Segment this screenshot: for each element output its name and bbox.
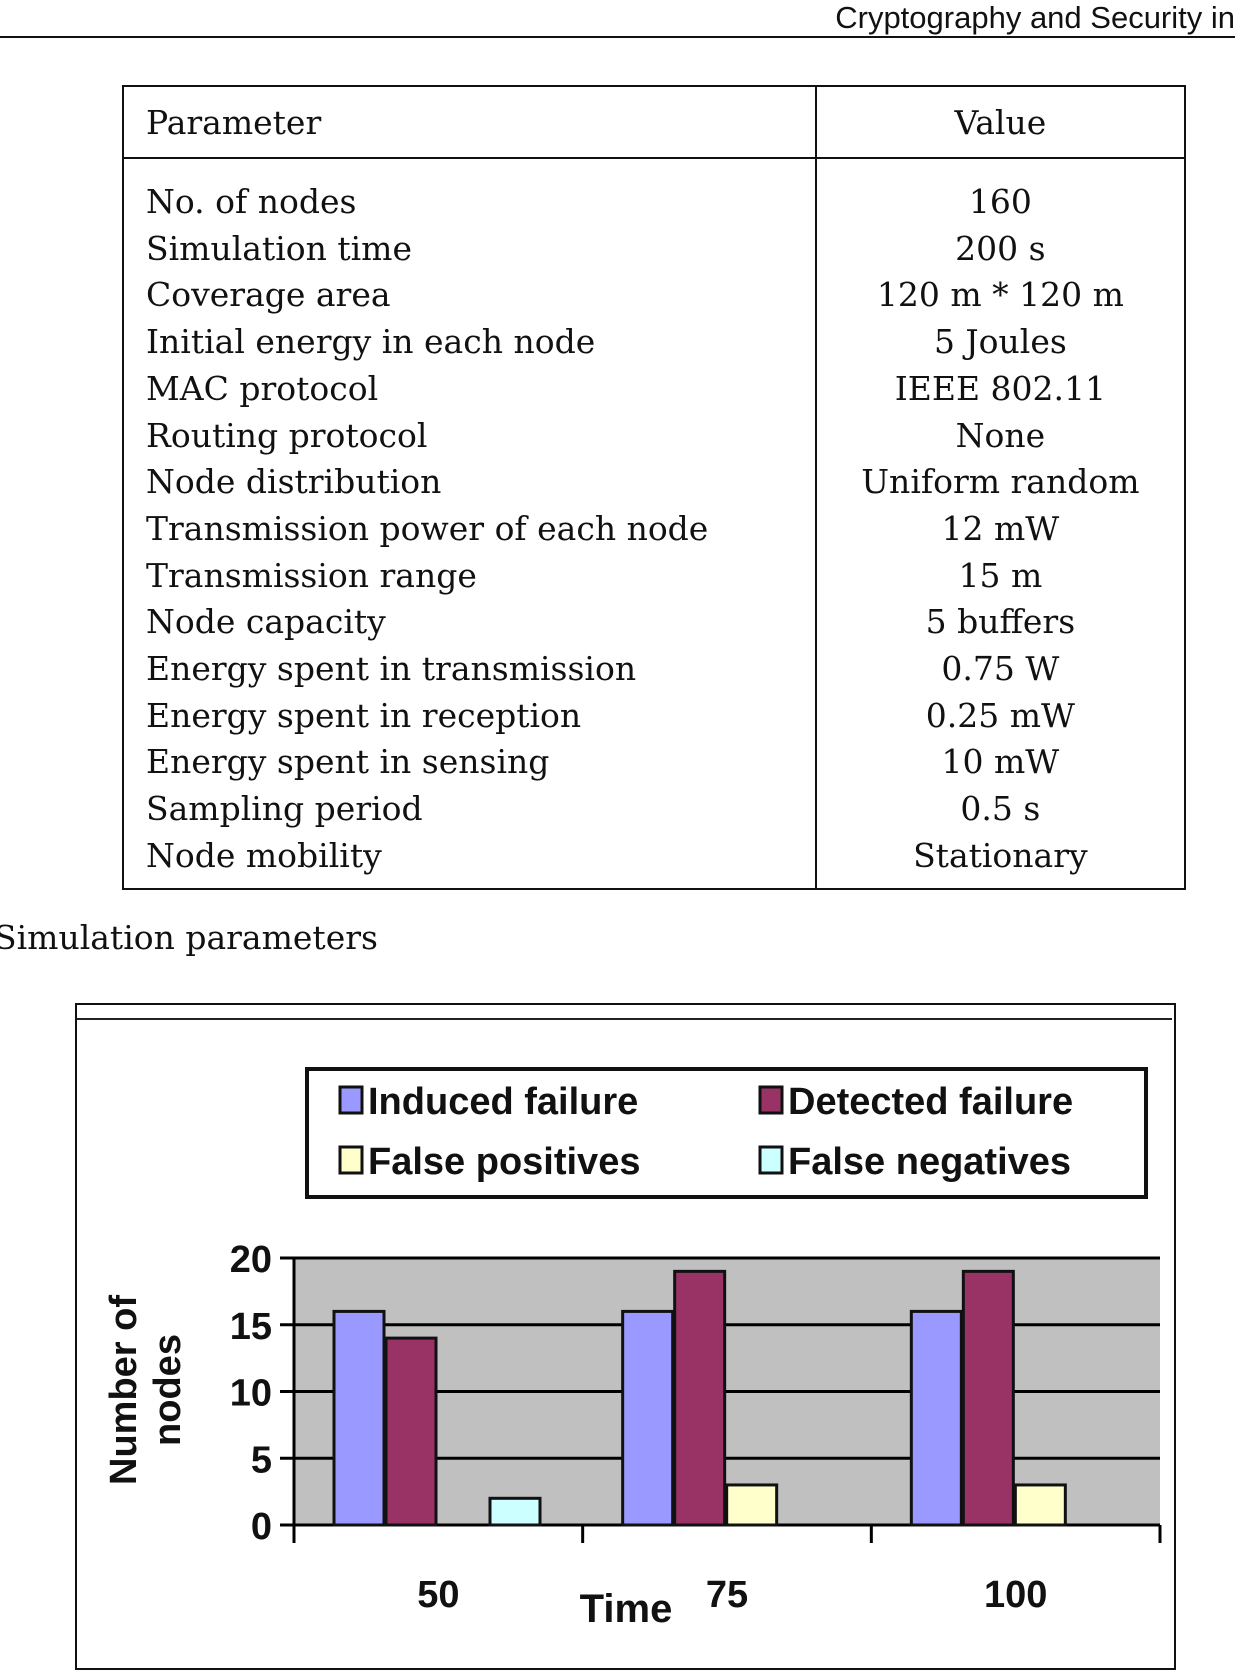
simulation-parameters-table: Parameter Value No. of nodes 160 Simulatio… (122, 85, 1187, 890)
parameter-cell: Initial energy in each node (122, 319, 817, 366)
table-row: Energy spent in reception 0.25 mW (122, 692, 1187, 740)
bar-induced-failure (621, 1309, 675, 1527)
x-tick-label: 100 (984, 1574, 1047, 1616)
parameter-cell: No. of nodes (122, 158, 817, 226)
chart-frame (75, 1003, 1176, 1670)
legend-label: False negatives (788, 1141, 1071, 1183)
bar-false-positives (725, 1483, 779, 1527)
y-axis-title-line2: nodes (147, 1334, 189, 1446)
parameter-cell: Transmission power of each node (122, 505, 817, 553)
bar-detected-failure (673, 1269, 727, 1527)
bar-detected-failure (961, 1269, 1015, 1527)
legend-label: Detected failure (788, 1081, 1073, 1123)
legend-label: False positives (368, 1141, 640, 1183)
table-caption: Simulation parameters (0, 918, 378, 957)
table-row: Node capacity 5 buffers (122, 599, 1187, 647)
bar-induced-failure (332, 1309, 386, 1527)
value-cell: None (814, 412, 1187, 460)
bar-false-positives (1013, 1483, 1067, 1527)
header-rule (0, 36, 1235, 38)
bar-false-negatives (488, 1496, 542, 1527)
table-row: Transmission power of each node 12 mW (122, 505, 1187, 553)
parameter-cell: Transmission range (122, 552, 817, 600)
y-tick-label: 0 (251, 1506, 272, 1548)
y-tick-label: 10 (230, 1373, 272, 1415)
value-cell: 12 mW (814, 505, 1187, 553)
bar-detected-failure (384, 1336, 438, 1527)
value-cell: Uniform random (814, 459, 1187, 506)
parameter-cell: Energy spent in reception (122, 692, 817, 740)
table-row: Simulation time 200 s (122, 225, 1187, 273)
parameter-cell: Node distribution (122, 459, 817, 506)
table-row: Routing protocol None (122, 412, 1187, 460)
legend-swatch (338, 1145, 364, 1175)
value-cell: 200 s (814, 225, 1187, 273)
table-row: Energy spent in sensing 10 mW (122, 739, 1187, 787)
column-header-value: Value (814, 85, 1187, 159)
legend-swatch (758, 1145, 784, 1175)
table-row: Node distribution Uniform random (122, 459, 1187, 506)
value-cell: 5 Joules (814, 319, 1187, 366)
table-row: Transmission range 15 m (122, 552, 1187, 600)
value-cell: 0.25 mW (814, 692, 1187, 740)
parameter-cell: Sampling period (122, 786, 817, 833)
value-cell: 120 m * 120 m (814, 272, 1187, 320)
parameter-cell: Energy spent in sensing (122, 739, 817, 787)
parameter-cell: Coverage area (122, 272, 817, 320)
table-row: MAC protocol IEEE 802.11 (122, 365, 1187, 413)
y-axis-title-line1: Number of (103, 1295, 145, 1485)
parameter-cell: Node capacity (122, 599, 817, 647)
parameter-cell: Routing protocol (122, 412, 817, 460)
value-cell: 0.5 s (814, 786, 1187, 833)
legend-swatch (338, 1085, 364, 1115)
table-row: Node mobility Stationary (122, 832, 1187, 890)
parameter-cell: Simulation time (122, 225, 817, 273)
parameter-cell: Energy spent in transmission (122, 646, 817, 693)
parameter-cell: Node mobility (122, 832, 817, 890)
table-row: Sampling period 0.5 s (122, 786, 1187, 833)
y-tick-label: 5 (251, 1439, 272, 1481)
value-cell: IEEE 802.11 (814, 365, 1187, 413)
value-cell: 160 (814, 158, 1187, 226)
parameter-cell: MAC protocol (122, 365, 817, 413)
x-axis-title: Time (580, 1587, 673, 1631)
x-tick-label: 75 (706, 1574, 748, 1616)
x-tick-label: 50 (417, 1574, 459, 1616)
table-row: Initial energy in each node 5 Joules (122, 319, 1187, 366)
y-tick-label: 15 (230, 1306, 272, 1348)
table-header-row: Parameter Value (122, 85, 1187, 159)
value-cell: Stationary (814, 832, 1187, 890)
value-cell: 10 mW (814, 739, 1187, 787)
legend-label: Induced failure (368, 1081, 638, 1123)
table-row: Coverage area 120 m * 120 m (122, 272, 1187, 320)
value-cell: 5 buffers (814, 599, 1187, 647)
legend-swatch (758, 1085, 784, 1115)
legend-box (305, 1067, 1148, 1199)
table-row: No. of nodes 160 (122, 158, 1187, 226)
bar-induced-failure (909, 1309, 963, 1527)
value-cell: 15 m (814, 552, 1187, 600)
y-tick-label: 20 (230, 1239, 272, 1281)
running-header: Cryptography and Security in (835, 0, 1235, 35)
value-cell: 0.75 W (814, 646, 1187, 693)
table-row: Energy spent in transmission 0.75 W (122, 646, 1187, 693)
column-header-parameter: Parameter (122, 85, 817, 159)
